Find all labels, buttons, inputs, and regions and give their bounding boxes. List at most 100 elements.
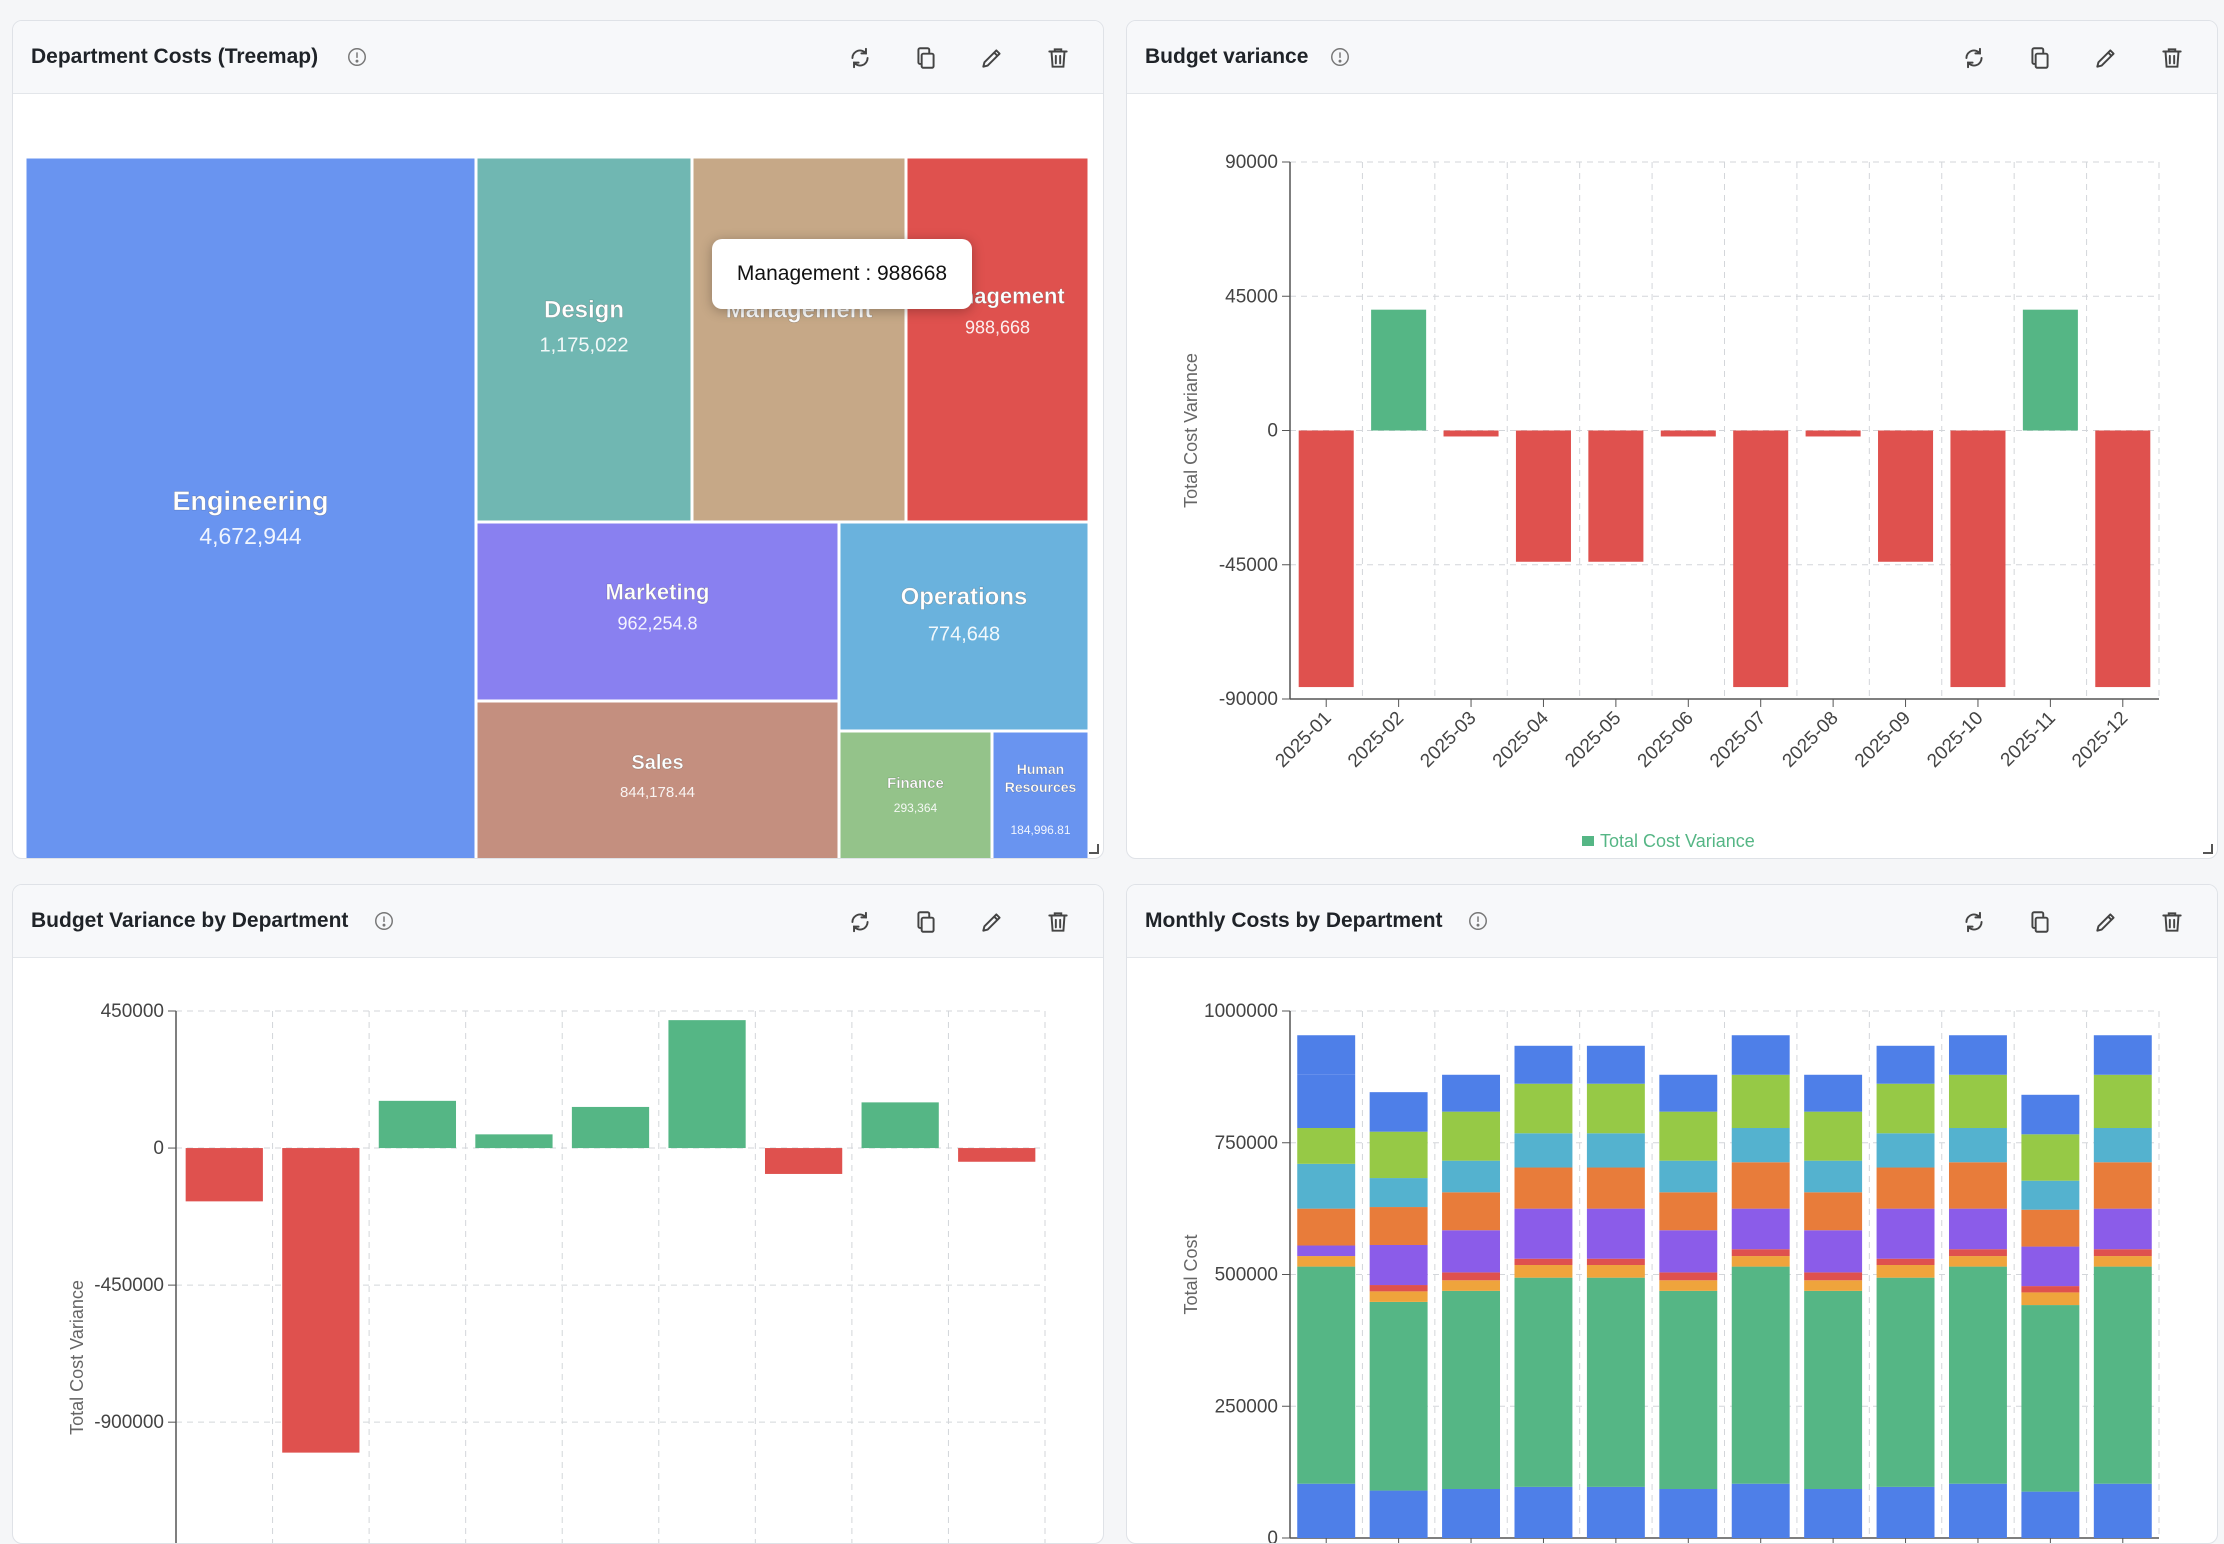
stacked-bar-segment: [2021, 1286, 2080, 1293]
stacked-bar-segment: [1948, 1035, 2007, 1075]
info-circle-icon[interactable]: [373, 910, 395, 932]
resize-handle[interactable]: [2203, 844, 2213, 854]
refresh-icon[interactable]: [847, 45, 873, 71]
stacked-bar-segment: [1804, 1160, 1863, 1193]
treemap-cell-label: Resources: [1005, 779, 1077, 795]
y-tick-label: -90000: [1219, 689, 1278, 710]
info-circle-icon[interactable]: [346, 46, 368, 68]
stacked-bar-segment: [1514, 1265, 1573, 1278]
treemap-cell-label: Finance: [887, 775, 944, 792]
stacked-bar-segment: [1948, 1074, 2007, 1128]
bar: [1660, 430, 1716, 437]
stacked-bar-segment: [2093, 1074, 2152, 1128]
stacked-bar-segment: [1876, 1486, 1935, 1538]
stacked-bar-segment: [1659, 1488, 1718, 1538]
treemap-cell-value: 774,648: [928, 624, 1000, 646]
trash-icon[interactable]: [1045, 909, 1071, 935]
y-tick-label: 450000: [101, 1001, 164, 1022]
treemap-chart: Engineering4,672,944Design1,175,022Produ…: [25, 157, 1089, 858]
stacked-bar-segment: [1369, 1092, 1428, 1132]
monthly-costs-chart: 1000000 750000 500000 250000 0 Total Cost: [1181, 1001, 2160, 1543]
stacked-bar-segment: [1586, 1277, 1645, 1487]
copy-icon[interactable]: [913, 45, 939, 71]
treemap-cell-label: Engineering: [172, 486, 328, 516]
dept-variance-body: 450000 0 -450000 -900000 Total Cost Variance: [13, 958, 1103, 1543]
treemap-panel: Department Costs (Treemap) Engineering 4,…: [12, 20, 1104, 859]
stacked-bar-segment: [1731, 1249, 1790, 1257]
legend-label: Total Cost Variance: [1600, 831, 1755, 851]
stacked-bar-segment: [2021, 1491, 2080, 1538]
resize-handle[interactable]: [1089, 844, 1099, 854]
dept-variance-panel: Budget Variance by Department 450000 0 -45…: [12, 884, 1104, 1544]
x-tick-label: 2025-05: [1561, 708, 1625, 772]
stacked-bar-segment: [1369, 1131, 1428, 1179]
stacked-bar-segment: [1442, 1111, 1501, 1161]
panel-title: Monthly Costs by Department: [1145, 909, 1443, 932]
stacked-bar-segment: [1297, 1245, 1356, 1257]
treemap-cell-engineering: [25, 157, 476, 858]
stacked-bar-segment: [1586, 1133, 1645, 1168]
stacked-bar-segment: [1514, 1045, 1573, 1084]
y-tick-label: -45000: [1219, 555, 1278, 576]
treemap-body: Engineering4,672,944Design1,175,022Produ…: [13, 94, 1103, 858]
refresh-icon[interactable]: [847, 909, 873, 935]
stacked-bar-segment: [1876, 1045, 1935, 1084]
treemap-cell-label: Sales: [631, 752, 683, 774]
y-axis-label: Total Cost Variance: [1181, 353, 1201, 508]
x-tick-label: 2025-06: [1634, 708, 1698, 772]
stacked-bar-segment: [1659, 1280, 1718, 1291]
trash-icon[interactable]: [1045, 45, 1071, 71]
copy-icon[interactable]: [2027, 909, 2053, 935]
stacked-bar-segment: [2093, 1256, 2152, 1267]
stacked-bar-segment: [1369, 1285, 1428, 1292]
bar: [1950, 430, 2006, 688]
info-circle-icon[interactable]: [1329, 46, 1351, 68]
stacked-bar-segment: [1586, 1208, 1645, 1259]
refresh-icon[interactable]: [1961, 909, 1987, 935]
stacked-bar-segment: [1442, 1160, 1501, 1193]
stacked-bar-segment: [1514, 1258, 1573, 1266]
treemap-cell-value: 962,254.8: [617, 614, 697, 634]
chart-tooltip: Management : 988668: [712, 239, 972, 309]
info-circle-icon[interactable]: [1467, 910, 1489, 932]
bar: [378, 1100, 457, 1149]
treemap-cell-value: 1,175,022: [540, 335, 629, 357]
copy-icon[interactable]: [2027, 45, 2053, 71]
x-tick-label: 2025-08: [1779, 708, 1843, 772]
pencil-icon[interactable]: [979, 909, 1005, 935]
stacked-bar-segment: [1731, 1256, 1790, 1267]
y-tick-label: 90000: [1225, 152, 1278, 173]
stacked-bar-segment: [1948, 1127, 2007, 1163]
bar: [1805, 430, 1861, 437]
bar: [1588, 430, 1644, 562]
pencil-icon[interactable]: [2093, 909, 2119, 935]
stacked-bar-segment: [1297, 1266, 1356, 1484]
stacked-bar-segment: [2093, 1127, 2152, 1163]
panel-header: Monthly Costs by Department: [1127, 885, 2217, 958]
stacked-bar-segment: [1876, 1167, 1935, 1209]
stacked-bar-segment: [1297, 1163, 1356, 1209]
stacked-bar-segment: [2021, 1209, 2080, 1247]
stacked-bar-segment: [1442, 1230, 1501, 1273]
treemap-cell-marketing: [476, 522, 839, 701]
copy-icon[interactable]: [913, 909, 939, 935]
stacked-bar-segment: [1586, 1486, 1645, 1538]
panel-title: Department Costs (Treemap): [31, 45, 319, 68]
stacked-bar-segment: [1948, 1208, 2007, 1250]
panel-header: Budget variance: [1127, 21, 2217, 94]
stacked-bar-segment: [2093, 1208, 2152, 1250]
treemap-cell-value: 844,178.44: [620, 784, 695, 801]
pencil-icon[interactable]: [2093, 45, 2119, 71]
x-tick-label: 2025-11: [1997, 708, 2060, 771]
bar: [764, 1148, 843, 1174]
bar: [1443, 430, 1499, 437]
treemap-cell-product-management: [692, 157, 906, 522]
stacked-bar-segment: [1514, 1277, 1573, 1487]
stacked-bar-segment: [1804, 1488, 1863, 1538]
treemap-cell-value: 4,672,944: [199, 523, 302, 549]
refresh-icon[interactable]: [1961, 45, 1987, 71]
stacked-bar-segment: [1514, 1486, 1573, 1538]
trash-icon[interactable]: [2159, 909, 2185, 935]
pencil-icon[interactable]: [979, 45, 1005, 71]
trash-icon[interactable]: [2159, 45, 2185, 71]
